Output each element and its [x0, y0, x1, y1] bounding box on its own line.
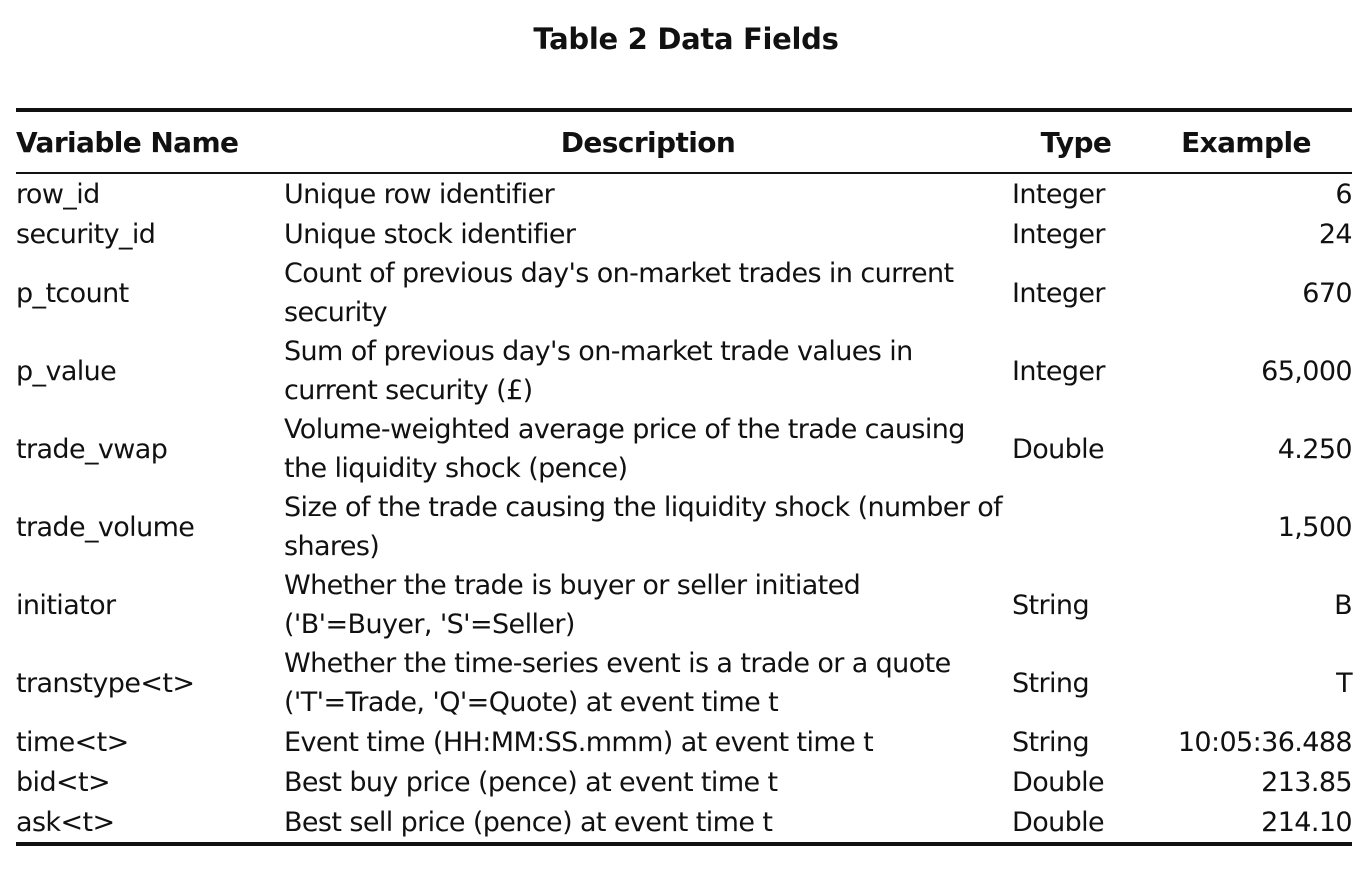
cell-description: Whether the trade is buyer or seller ini…	[284, 570, 861, 640]
cell-description: Whether the time-series event is a trade…	[284, 648, 951, 718]
cell-example: 213.85	[1261, 766, 1352, 798]
cell-type: Integer	[1012, 178, 1106, 210]
table-row: p_value Sum of previous day's on-market …	[16, 332, 1353, 410]
cell-example: 4.250	[1277, 433, 1353, 465]
cell-variable-name: row_id	[16, 178, 100, 210]
table-row: transtype<t> Whether the time-series eve…	[16, 644, 1353, 722]
cell-variable-name: ask<t>	[16, 806, 115, 838]
cell-type: Integer	[1012, 355, 1106, 387]
cell-variable-name: initiator	[16, 589, 116, 621]
cell-variable-name: p_value	[16, 355, 117, 387]
cell-example: T	[1336, 667, 1353, 699]
header-example: Example	[1181, 125, 1311, 159]
cell-example: B	[1334, 589, 1353, 621]
cell-example: 6	[1335, 178, 1352, 210]
cell-description: Count of previous day's on-market trades…	[284, 258, 954, 328]
header-row: Variable Name Description Type Example	[16, 110, 1352, 173]
table-row: ask<t> Best sell price (pence) at event …	[16, 802, 1353, 844]
cell-variable-name: transtype<t>	[16, 667, 195, 699]
cell-example: 10:05:36.488	[1177, 726, 1353, 758]
table-title: Table 2 Data Fields	[533, 22, 839, 56]
cell-example: 65,000	[1261, 355, 1352, 387]
cell-description: Volume-weighted average price of the tra…	[284, 414, 965, 484]
cell-variable-name: trade_volume	[16, 511, 195, 543]
cell-type: Integer	[1012, 277, 1106, 309]
cell-type: String	[1012, 589, 1090, 621]
cell-variable-name: bid<t>	[16, 766, 111, 798]
cell-type: String	[1012, 667, 1090, 699]
cell-description: Best buy price (pence) at event time t	[284, 766, 778, 798]
cell-type	[1012, 488, 1140, 566]
header-type: Type	[1040, 125, 1112, 159]
data-fields-table: Variable Name Description Type Example r…	[16, 108, 1353, 846]
cell-description: Event time (HH:MM:SS.mmm) at event time …	[284, 726, 874, 758]
table-row: security_id Unique stock identifier Inte…	[16, 214, 1353, 254]
cell-example: 214.10	[1261, 806, 1352, 838]
cell-variable-name: p_tcount	[16, 277, 129, 309]
table-row: row_id Unique row identifier Integer 6	[16, 173, 1353, 214]
cell-type: Integer	[1012, 218, 1106, 250]
table-row: trade_vwap Volume-weighted average price…	[16, 410, 1353, 488]
cell-type: String	[1012, 726, 1090, 758]
cell-description: Size of the trade causing the liquidity …	[284, 492, 1003, 562]
table-row: p_tcount Count of previous day's on-mark…	[16, 254, 1353, 332]
cell-description: Unique stock identifier	[284, 218, 576, 250]
table-row: time<t> Event time (HH:MM:SS.mmm) at eve…	[16, 722, 1353, 762]
cell-type: Double	[1012, 433, 1105, 465]
cell-example: 24	[1318, 218, 1353, 250]
table-row: initiator Whether the trade is buyer or …	[16, 566, 1353, 644]
header-variable-name: Variable Name	[16, 125, 239, 159]
cell-description: Unique row identifier	[284, 178, 555, 210]
cell-variable-name: security_id	[16, 218, 156, 250]
cell-example: 1,500	[1277, 511, 1353, 543]
cell-variable-name: trade_vwap	[16, 433, 168, 465]
cell-type: Double	[1012, 766, 1105, 798]
table-row: bid<t> Best buy price (pence) at event t…	[16, 762, 1353, 802]
header-description: Description	[560, 125, 736, 159]
cell-description: Sum of previous day's on-market trade va…	[284, 336, 913, 406]
cell-description: Best sell price (pence) at event time t	[284, 806, 773, 838]
cell-type: Double	[1012, 806, 1105, 838]
table-row: trade_volume Size of the trade causing t…	[16, 488, 1353, 566]
cell-example: 670	[1302, 277, 1352, 309]
cell-variable-name: time<t>	[16, 726, 129, 758]
